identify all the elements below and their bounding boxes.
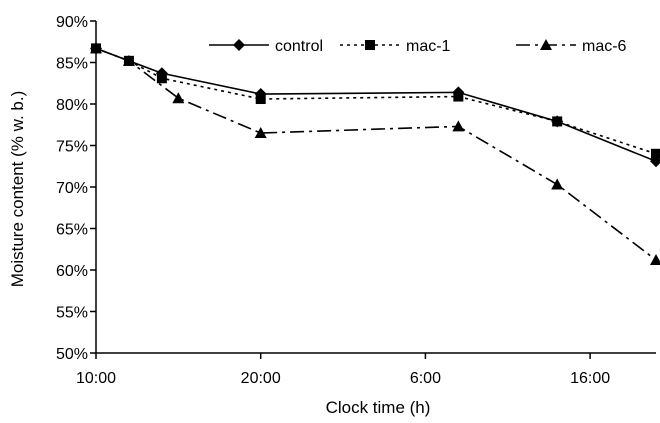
data-point-mac-1 (552, 116, 563, 127)
data-point-mac-6 (551, 178, 564, 190)
series-mac-6 (90, 42, 660, 266)
y-axis-title: Moisture content (% w. b.) (8, 91, 27, 288)
x-tick-label: 16:00 (570, 370, 610, 387)
series-line-mac-6 (95, 47, 657, 261)
y-tick-label: 75% (56, 139, 88, 156)
data-point-mac-1 (156, 73, 167, 84)
x-axis-title: Clock time (h) (326, 398, 431, 417)
legend-item-control: control (209, 38, 323, 55)
legend-label-mac-6: mac-6 (582, 38, 627, 55)
data-point-mac-1 (255, 94, 266, 105)
legend-marker-control (233, 39, 245, 51)
data-point-mac-1 (651, 148, 660, 159)
x-tick-label: 6:00 (410, 370, 441, 387)
plot-area: 50% 55% 60% 65% 70% 75% 80% 85% 90% 10:00 20:00 6:0… (56, 14, 656, 387)
series-control (90, 42, 660, 168)
legend-marker-mac-6 (540, 39, 552, 50)
data-point-mac-6 (122, 54, 135, 66)
data-point-mac-1 (453, 91, 464, 102)
legend-label-control: control (275, 38, 323, 55)
x-tick-label: 10:00 (76, 370, 116, 387)
y-tick-label: 60% (56, 263, 88, 280)
legend-marker-mac-1 (365, 40, 375, 50)
y-tick-label: 80% (56, 97, 88, 114)
data-point-mac-6 (172, 92, 185, 104)
y-tick-label: 85% (56, 56, 88, 73)
y-tick-label: 55% (56, 305, 88, 322)
legend: control mac-1 mac-6 (209, 38, 627, 55)
data-point-mac-6 (650, 254, 660, 266)
y-tick-label: 90% (56, 14, 88, 31)
y-tick-label: 50% (56, 346, 88, 363)
series-line-control (95, 47, 657, 163)
x-tick-label: 20:00 (241, 370, 281, 387)
data-point-mac-6 (254, 127, 267, 139)
series-layer (90, 42, 660, 266)
data-point-mac-6 (452, 120, 465, 132)
legend-item-mac-1: mac-1 (340, 38, 451, 55)
y-tick-label: 65% (56, 222, 88, 239)
legend-item-mac-6: mac-6 (516, 38, 627, 55)
y-tick-label: 70% (56, 180, 88, 197)
data-point-mac-6 (90, 42, 102, 54)
legend-label-mac-1: mac-1 (406, 38, 451, 55)
